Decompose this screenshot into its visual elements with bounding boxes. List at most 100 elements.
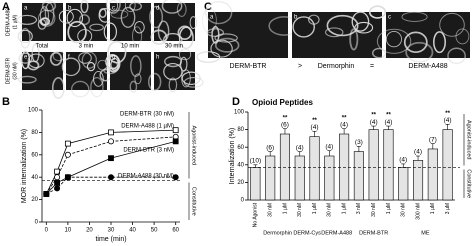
image-letter: f [68, 55, 70, 61]
y-tick-label: 80 [237, 127, 244, 133]
series-label: DERM-BTR (3 nM) [123, 148, 174, 154]
column-label: 10 min [121, 44, 139, 50]
y-tick-label: 80 [31, 130, 38, 136]
marker [43, 190, 50, 197]
y-tick-label: 40 [31, 175, 38, 181]
x-tick-label: 30 nM [268, 203, 274, 217]
series-label: DERM-A488 (1 µM) [121, 124, 174, 130]
cell [181, 71, 201, 85]
bar [383, 129, 394, 201]
cell [368, 5, 387, 19]
x-tick-label: No Agonist [253, 202, 259, 227]
cell [49, 51, 63, 66]
y-tick-label: 0 [241, 198, 245, 204]
x-tick-label: 1 µM [386, 203, 392, 214]
x-tick-label: 30 nM [297, 203, 303, 217]
cell [164, 55, 183, 68]
cell [179, 56, 188, 72]
group-label: Dermorphin [263, 230, 292, 236]
x-tick-label: 30 nM [371, 203, 377, 217]
cell [66, 8, 84, 28]
image-letter: g [112, 55, 115, 61]
cell [109, 60, 118, 70]
image-letter: a [210, 15, 214, 21]
cell [89, 23, 104, 32]
cell [132, 26, 143, 46]
marker [172, 138, 179, 145]
cell [129, 80, 138, 93]
cell [308, 14, 320, 25]
marker [54, 168, 60, 175]
cell [120, 6, 136, 28]
cell [110, 9, 129, 19]
cell [81, 51, 97, 69]
n-label: (4) [384, 119, 392, 126]
annotation: Constitutive [466, 169, 472, 198]
cell [157, 20, 170, 42]
n-label: (4) [414, 149, 422, 156]
bar [309, 136, 320, 201]
x-tick-label: 3 µM [445, 203, 451, 214]
marker [64, 140, 71, 147]
marker [172, 127, 179, 134]
cell [455, 28, 470, 45]
annotation: Agonist-induced [466, 120, 472, 159]
x-tick-label: 10 [65, 228, 72, 234]
bar [368, 129, 379, 201]
bar [265, 155, 276, 201]
marker [108, 138, 115, 145]
cell [371, 47, 387, 59]
n-label: (4) [340, 121, 348, 128]
n-label: (4) [399, 157, 407, 164]
cell [447, 47, 466, 65]
cell [196, 51, 221, 63]
cell [349, 28, 359, 51]
significance: ** [386, 113, 391, 119]
row-label: (30 nM) [12, 62, 18, 80]
n-label: (10) [250, 158, 262, 165]
x-tick-label: 30 [108, 228, 115, 234]
bar [398, 167, 409, 201]
bar [279, 133, 290, 201]
bar [413, 160, 424, 201]
row-label: (1 µM) [12, 14, 18, 29]
n-label: (3) [355, 139, 363, 146]
cell [61, 57, 81, 77]
cell [124, 0, 136, 13]
x-tick-label: 1 µM [312, 203, 318, 214]
bar [324, 155, 335, 201]
cell [163, 32, 183, 47]
group-label: DERM-A488 [321, 230, 352, 236]
x-tick-label: 0 [45, 228, 49, 234]
cell [110, 57, 119, 72]
y-tick-label: 20 [237, 180, 244, 186]
cell [205, 0, 233, 25]
x-tick-label: 50 [151, 228, 158, 234]
y-tick-label: 20 [31, 197, 38, 203]
cell [38, 9, 56, 27]
caption: DERM-BTR [230, 63, 267, 70]
y-tick-label: 0 [35, 220, 39, 226]
cell [90, 76, 104, 98]
cell [324, 27, 344, 38]
image-letter: b [294, 15, 298, 21]
caption: > [298, 63, 302, 70]
significance: ** [445, 111, 450, 117]
cell [163, 62, 183, 81]
cell [78, 14, 91, 26]
cell [19, 27, 31, 49]
cell [376, 28, 412, 54]
column-label: Total [36, 44, 49, 50]
cell [433, 31, 446, 54]
cell [439, 12, 465, 37]
x-tick-label: 3 nM [356, 203, 362, 214]
cell [17, 29, 33, 44]
bar [250, 167, 261, 201]
image-letter: b [68, 6, 72, 12]
cell [103, 22, 117, 41]
micrograph [66, 3, 107, 41]
micrograph [22, 3, 63, 41]
n-label: (7) [429, 136, 437, 143]
cell [86, 61, 96, 72]
n-label: (4) [311, 124, 319, 131]
